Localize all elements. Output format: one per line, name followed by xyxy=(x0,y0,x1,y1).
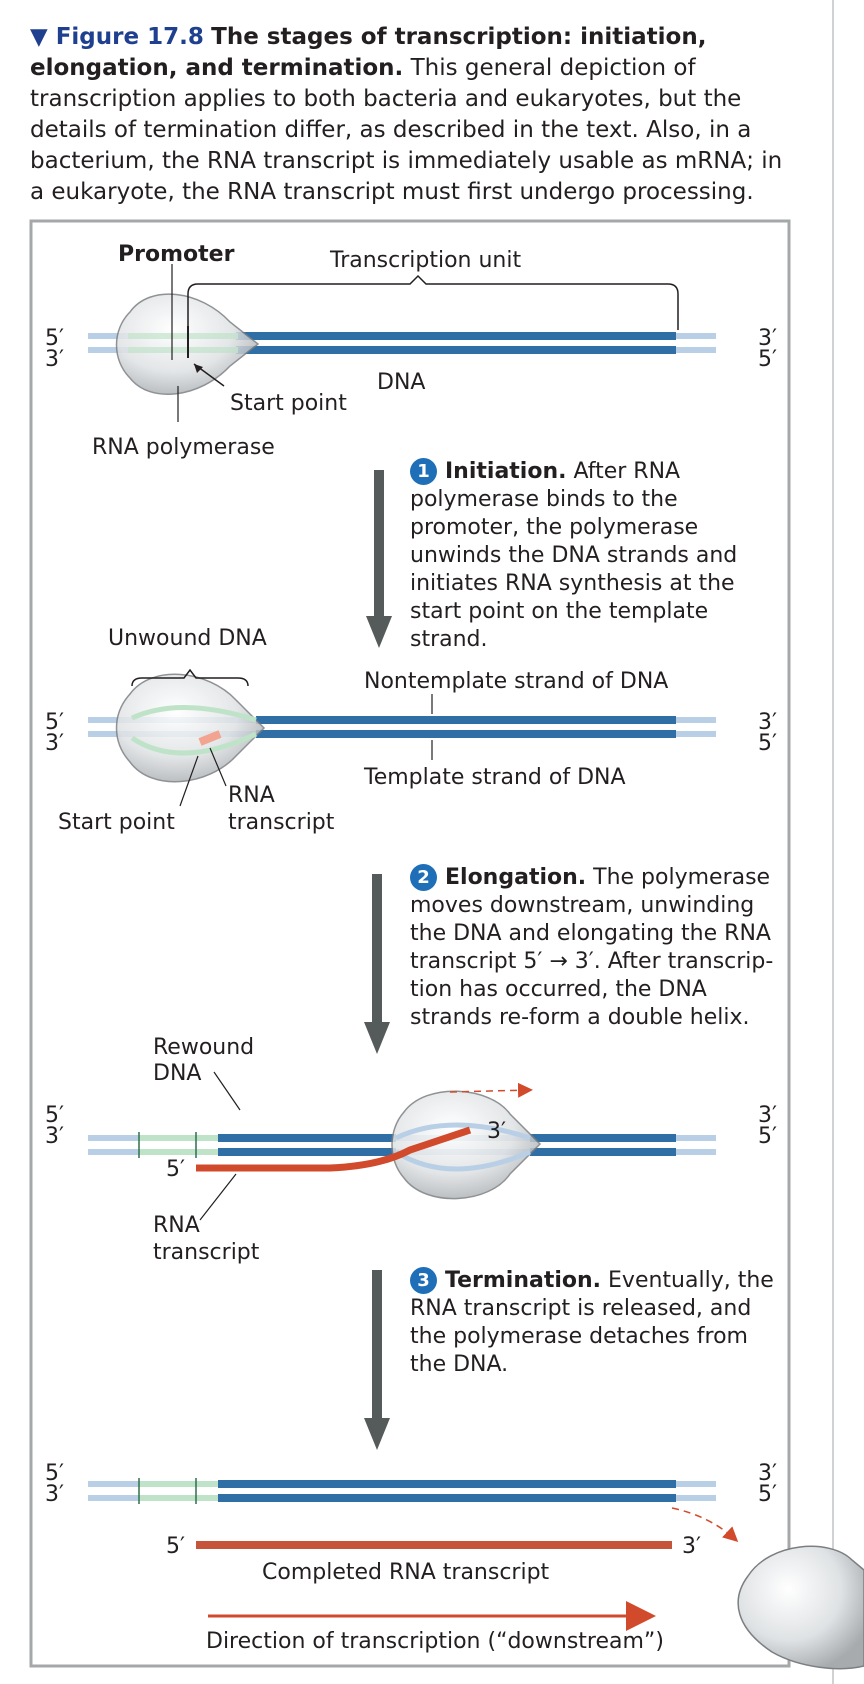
completed-rna-transcript-label: Completed RNA transcript xyxy=(262,1560,550,1585)
nontemplate-strand-label: Nontemplate strand of DNA xyxy=(364,669,668,694)
rewound-label: Rewound xyxy=(153,1035,254,1060)
stage1-right-5prime: 5′ xyxy=(758,731,777,756)
stage1-right-3prime: 3′ xyxy=(758,710,777,735)
stage2-transcript-label: transcript xyxy=(153,1240,260,1265)
stage2-left-3prime: 3′ xyxy=(45,1124,64,1149)
figure-caption: ▼ Figure 17.8 The stages of transcriptio… xyxy=(30,22,800,208)
step-text: The polymerase moves downstream, unwindi… xyxy=(410,865,774,1030)
figure-title: The stages of transcription: initiation,… xyxy=(30,24,707,81)
stage-elongation-dna xyxy=(88,1071,716,1221)
stage1-rna-label: RNA xyxy=(228,783,275,808)
step-initiation: 1 Initiation. After RNA polymerase binds … xyxy=(410,458,790,654)
stage3-left-5prime: 5′ xyxy=(45,1461,64,1486)
stage2-rna-3prime: 3′ xyxy=(487,1119,506,1144)
stage1-transcript-label: transcript xyxy=(228,810,335,835)
rewound-dna-label: DNA xyxy=(153,1061,201,1086)
stage0-left-3prime: 3′ xyxy=(45,347,64,372)
stage0-right-5prime: 5′ xyxy=(758,347,777,372)
stage3-rna-5prime: 5′ xyxy=(166,1534,185,1559)
step-termination: 3 Termination. Eventually, the RNA transc… xyxy=(410,1267,790,1379)
step-text: Eventually, the RNA transcript is releas… xyxy=(410,1268,774,1377)
stage2-rna-5prime: 5′ xyxy=(166,1157,185,1182)
rna-polymerase-label: RNA polymerase xyxy=(92,435,275,460)
stage2-right-3prime: 3′ xyxy=(758,1103,777,1128)
stage2-left-5prime: 5′ xyxy=(45,1103,64,1128)
start-point-label: Start point xyxy=(230,391,347,416)
stage2-rna-label: RNA xyxy=(153,1213,200,1238)
stage1-left-3prime: 3′ xyxy=(45,731,64,756)
step-elongation: 2 Elongation. The polymerase moves downst… xyxy=(410,864,790,1032)
released-polymerase-shape xyxy=(737,1545,864,1670)
stage-initial-dna xyxy=(88,264,716,422)
stage3-left-3prime: 3′ xyxy=(45,1482,64,1507)
step-number-badge: 1 xyxy=(410,458,437,485)
stage-initiation-dna xyxy=(88,668,716,807)
direction-of-transcription-label: Direction of transcription (“downstream”… xyxy=(206,1629,664,1654)
stage0-left-5prime: 5′ xyxy=(45,326,64,351)
step-heading: Termination. xyxy=(445,1268,602,1293)
step-heading: Elongation. xyxy=(445,865,587,890)
stage1-left-5prime: 5′ xyxy=(45,710,64,735)
template-strand-label: Template strand of DNA xyxy=(363,765,626,790)
down-arrow-1 xyxy=(366,470,392,648)
stage2-right-5prime: 5′ xyxy=(758,1124,777,1149)
down-arrow-3 xyxy=(364,1270,390,1450)
promoter-label: Promoter xyxy=(118,242,235,267)
down-arrow-2 xyxy=(364,874,390,1054)
stage0-right-3prime: 3′ xyxy=(758,326,777,351)
figure-body: This general depiction of transcription … xyxy=(30,55,783,205)
dna-label: DNA xyxy=(377,370,425,395)
stage-termination-dna xyxy=(88,1478,864,1670)
stage1-start-point-label: Start point xyxy=(58,810,175,835)
completed-rna-bar xyxy=(196,1541,672,1549)
stage3-rna-3prime: 3′ xyxy=(682,1534,701,1559)
step-text: After RNA polymerase binds to the promot… xyxy=(410,459,738,652)
step-number-badge: 3 xyxy=(410,1267,437,1294)
stage3-right-5prime: 5′ xyxy=(758,1482,777,1507)
unwound-dna-label: Unwound DNA xyxy=(108,626,267,651)
transcription-unit-label: Transcription unit xyxy=(329,248,521,273)
figure-label: ▼ Figure 17.8 xyxy=(30,24,204,50)
stage3-right-3prime: 3′ xyxy=(758,1461,777,1486)
step-heading: Initiation. xyxy=(445,459,567,484)
figure-frame xyxy=(29,219,791,1668)
step-number-badge: 2 xyxy=(410,864,437,891)
